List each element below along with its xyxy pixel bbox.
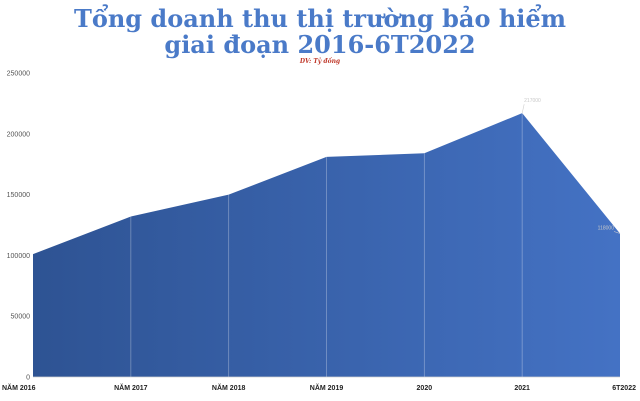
y-tick-label: 0 bbox=[26, 375, 30, 382]
area-series bbox=[33, 113, 620, 378]
data-label-leader bbox=[521, 104, 525, 114]
x-tick-label: NĂM 2017 bbox=[114, 383, 148, 392]
x-tick-label: 6T2022 bbox=[612, 385, 636, 392]
data-label: 118000 bbox=[598, 226, 615, 232]
unit-label: DV: Tỷ đồng bbox=[299, 58, 341, 65]
y-tick-label: 50000 bbox=[11, 314, 31, 321]
chart-title-line1: Tổng doanh thu thị trường bảo hiểm bbox=[73, 4, 567, 33]
data-label-leader bbox=[613, 231, 621, 234]
y-tick-label: 100000 bbox=[7, 253, 30, 260]
y-tick-label: 250000 bbox=[7, 71, 30, 78]
y-tick-label: 150000 bbox=[7, 192, 30, 199]
x-tick-label: NĂM 2018 bbox=[212, 383, 246, 392]
chart-title-line2: giai đoạn 2016-6T2022 bbox=[164, 30, 476, 59]
data-label: 217000 bbox=[524, 98, 541, 104]
x-tick-label: 2021 bbox=[514, 385, 530, 392]
x-tick-label: NĂM 2016 bbox=[2, 383, 36, 392]
y-tick-label: 200000 bbox=[7, 131, 30, 138]
x-tick-label: 2020 bbox=[417, 385, 433, 392]
x-tick-label: NĂM 2019 bbox=[310, 383, 344, 392]
